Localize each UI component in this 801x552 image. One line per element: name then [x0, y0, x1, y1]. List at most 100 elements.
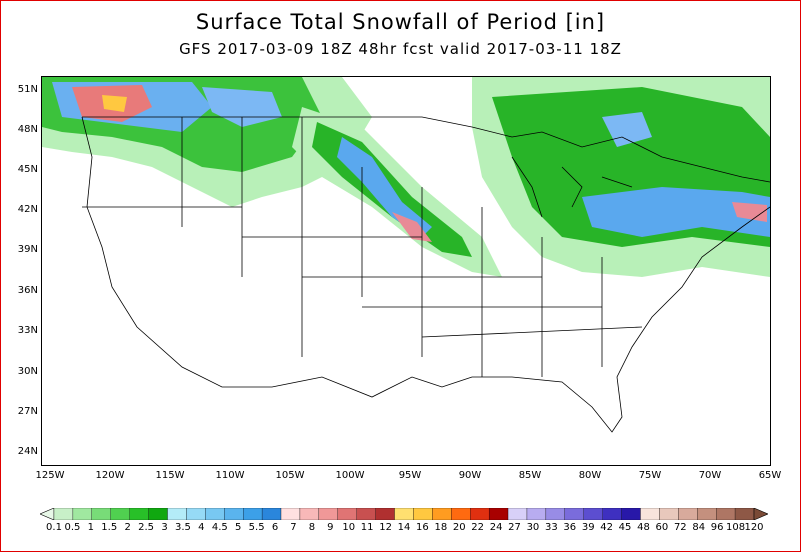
colorbar-tick-label: 60 [655, 522, 669, 533]
colorbar-swatch [470, 507, 490, 521]
colorbar-swatch [186, 507, 206, 521]
colorbar-tick-label: 2 [124, 522, 131, 533]
snow-field-northwest [42, 77, 372, 207]
colorbar-max-arrow [753, 507, 769, 521]
colorbar-swatch [280, 507, 301, 521]
colorbar-swatch [734, 507, 755, 521]
lon-label: 115W [155, 470, 185, 481]
colorbar-swatch [224, 507, 244, 521]
lat-label: 24N [17, 446, 38, 457]
lon-label: 75W [638, 470, 662, 481]
lat-label: 45N [17, 164, 38, 175]
colorbar-tick-label: 11 [360, 522, 374, 533]
colorbar-tick-label: 14 [397, 522, 411, 533]
map-title: Surface Total Snowfall of Period [in] [195, 10, 606, 34]
lon-label: 120W [95, 470, 125, 481]
colorbar-tick-label: 42 [600, 522, 613, 533]
coastlines-and-borders [81, 116, 770, 433]
colorbar-swatch [205, 507, 225, 521]
colorbar-tick-label: 6 [271, 522, 279, 533]
lat-label: 42N [17, 204, 38, 215]
lon-label: 80W [578, 470, 602, 481]
colorbar-tick-label: 5 [235, 522, 242, 533]
lat-label: 30N [17, 366, 38, 377]
colorbar-tick-label: 3.5 [174, 522, 191, 533]
colorbar-tick-label: 16 [416, 522, 429, 533]
colorbar-swatch [716, 507, 736, 521]
colorbar-tick-label: 108 [726, 522, 746, 533]
colorbar-tick-label: 45 [618, 522, 632, 533]
lon-label: 125W [35, 470, 65, 481]
colorbar-swatch [356, 507, 376, 521]
colorbar-swatch [545, 507, 565, 521]
colorbar-tick-label: 12 [379, 522, 392, 533]
colorbar-tick-label: 84 [692, 522, 706, 533]
colorbar-tick-label: 33 [544, 522, 558, 533]
lon-label: 90W [458, 470, 482, 481]
colorbar-swatch [167, 507, 187, 521]
colorbar-swatch [91, 507, 111, 521]
lat-label: 48N [17, 124, 38, 135]
colorbar-swatch [337, 507, 357, 521]
lon-label: 70W [698, 470, 722, 481]
colorbar-tick-label: 9 [327, 522, 334, 533]
colorbar-swatch [526, 507, 547, 521]
colorbar-swatch [148, 507, 168, 521]
colorbar-tick-label: 0.5 [64, 522, 81, 533]
snowfall-map [41, 76, 771, 466]
colorbar-tick-label: 48 [637, 522, 650, 533]
lat-label: 33N [17, 325, 38, 336]
colorbar-swatch [375, 507, 395, 521]
colorbar-swatch [507, 507, 528, 521]
colorbar-swatch [488, 507, 509, 521]
colorbar-swatch [318, 507, 338, 521]
colorbar-tick-label: 22 [471, 522, 485, 533]
colorbar-tick-label: 27 [508, 522, 521, 533]
colorbar-tick-label: 18 [434, 522, 448, 533]
lon-label: 110W [215, 470, 245, 481]
colorbar-tick-label: 3 [161, 522, 168, 533]
colorbar-tick-label: 1 [87, 522, 95, 533]
colorbar-tick-label: 4 [198, 522, 205, 533]
snow-band-plains [292, 107, 502, 277]
colorbar-tick-label: 120 [744, 522, 764, 533]
colorbar-swatch [678, 507, 698, 521]
colorbar-tick-label: 10 [342, 522, 356, 533]
colorbar-swatch [110, 507, 130, 521]
colorbar-swatch [640, 507, 660, 521]
colorbar-tick-label: 0.1 [46, 522, 62, 533]
colorbar-tick-label: 39 [581, 522, 595, 533]
lat-label: 39N [17, 244, 38, 255]
map-subtitle: GFS 2017-03-09 18Z 48hr fcst valid 2017-… [179, 40, 622, 58]
colorbar-swatch [394, 507, 414, 521]
colorbar-swatch [659, 507, 679, 521]
colorbar-swatch [564, 507, 584, 521]
colorbar-tick-label: 4.5 [211, 522, 228, 533]
colorbar-swatch [432, 507, 452, 521]
colorbar-swatch [602, 507, 622, 521]
colorbar-swatch [697, 507, 717, 521]
lon-label: 100W [335, 470, 365, 481]
colorbar-tick-label: 24 [489, 522, 503, 533]
colorbar-swatch [261, 507, 282, 521]
colorbar-tick-label: 2.5 [138, 522, 155, 533]
lat-label: 51N [17, 84, 38, 95]
colorbar-swatch [451, 507, 471, 521]
colorbar-swatch [583, 507, 603, 521]
colorbar-tick-label: 20 [452, 522, 466, 533]
colorbar-tick-label: 30 [526, 522, 540, 533]
colorbar-tick-label: 5.5 [248, 522, 265, 533]
colorbar-swatch [53, 507, 74, 521]
colorbar-swatch [299, 507, 320, 521]
lon-label: 85W [518, 470, 542, 481]
colorbar-min-arrow [39, 507, 55, 521]
snow-field-northeast [472, 77, 770, 277]
lon-label: 95W [398, 470, 422, 481]
colorbar-swatch [621, 507, 641, 521]
lon-label: 65W [758, 470, 782, 481]
lat-label: 27N [17, 406, 38, 417]
colorbar-swatch [129, 507, 149, 521]
colorbar-tick-label: 1.5 [101, 522, 118, 533]
lon-label: 105W [275, 470, 305, 481]
colorbar-tick-label: 7 [290, 522, 297, 533]
